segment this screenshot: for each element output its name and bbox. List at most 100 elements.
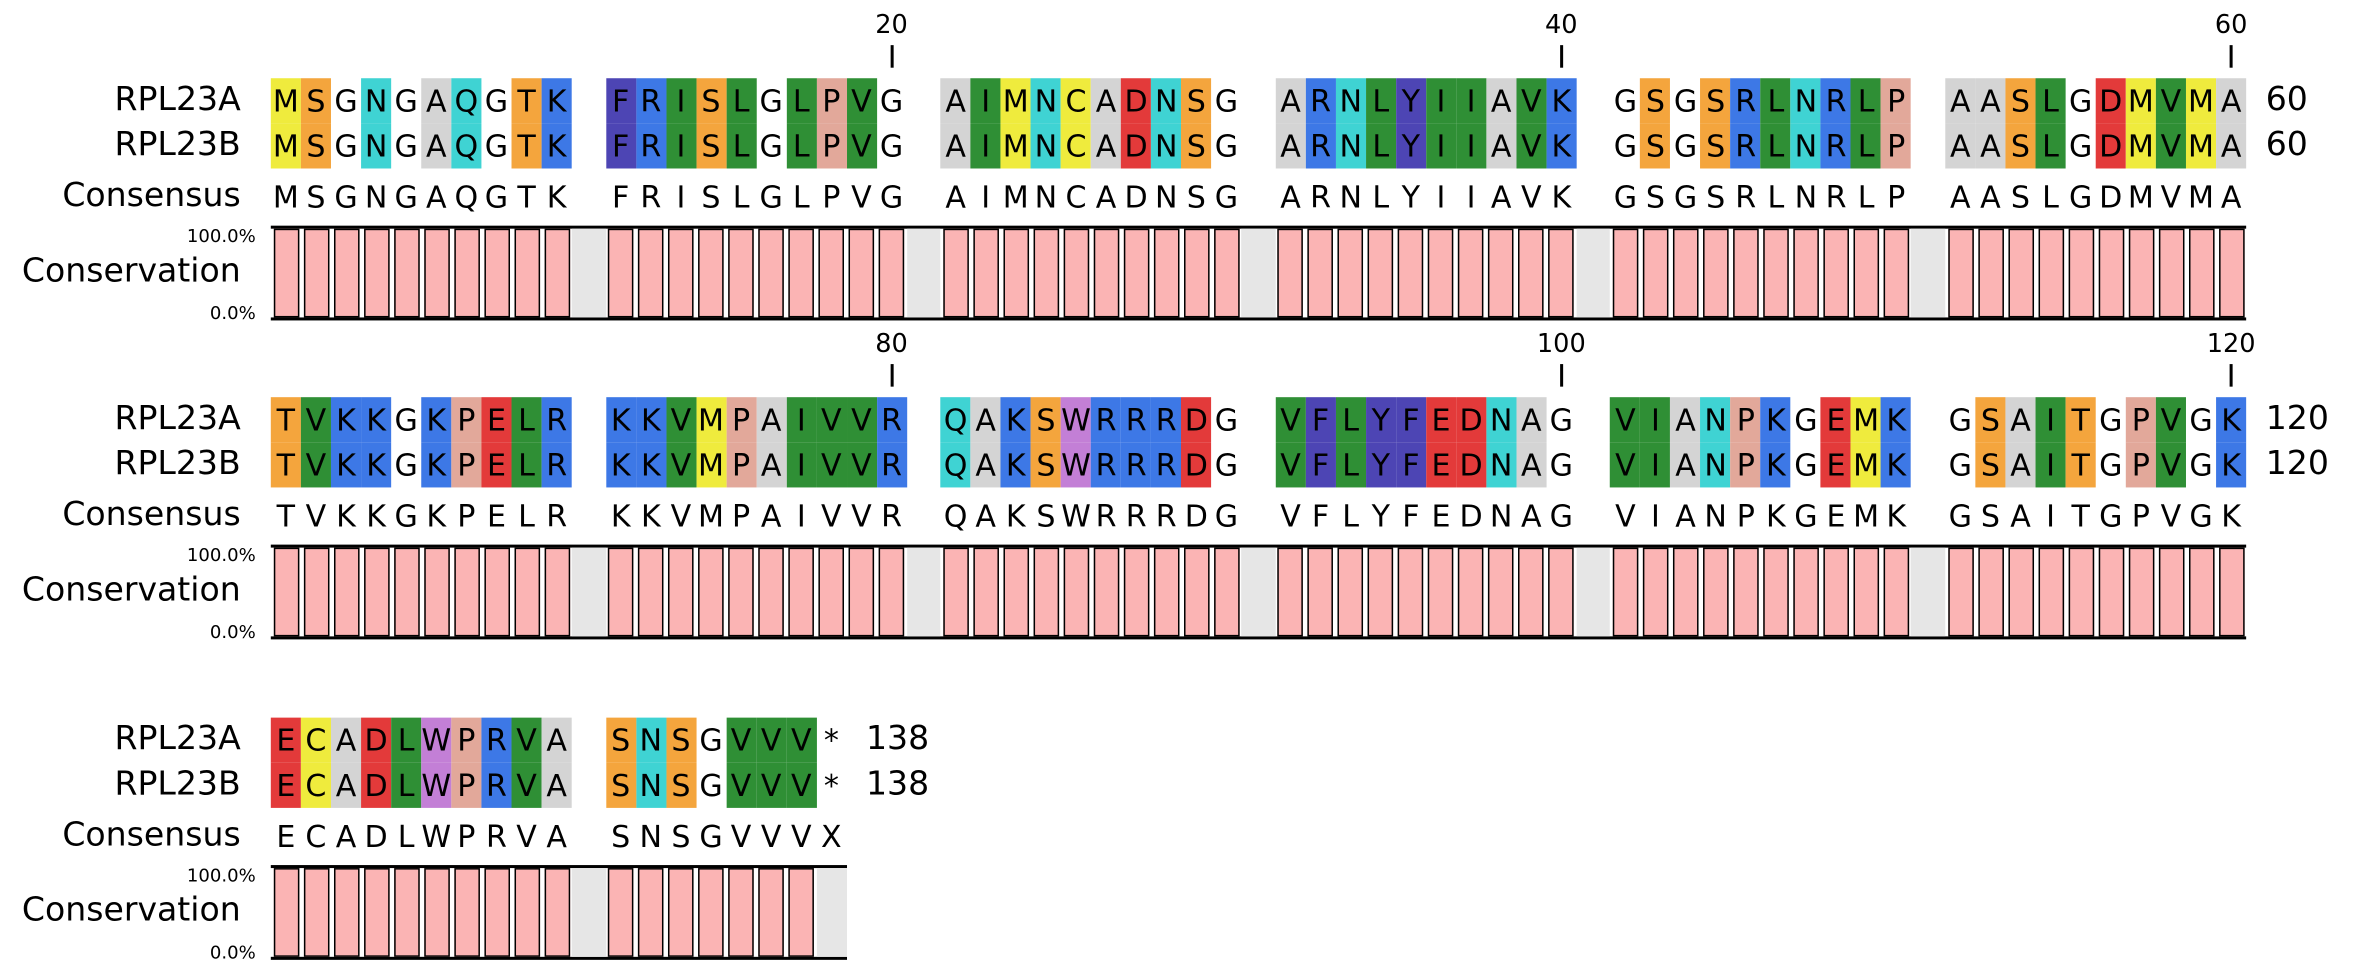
consensus-residue: V bbox=[790, 817, 812, 854]
residue-cell: S bbox=[300, 123, 331, 169]
residue-cell: F bbox=[605, 123, 636, 169]
consensus-residue: G bbox=[334, 179, 358, 216]
sequence-name-label: RPL23B bbox=[114, 765, 241, 803]
group-spacer-column bbox=[1911, 228, 1946, 318]
residue-cell: R bbox=[1121, 442, 1152, 488]
conservation-bar bbox=[1458, 548, 1484, 637]
residue-cell: G bbox=[2099, 447, 2123, 484]
conservation-bar bbox=[972, 228, 999, 318]
residue-cell: K bbox=[1000, 442, 1031, 488]
residue-cell: S bbox=[2005, 78, 2036, 124]
residue-cell: P bbox=[1730, 442, 1761, 488]
conservation-bar bbox=[333, 548, 359, 637]
residue-cell: T bbox=[270, 397, 301, 443]
consensus-residue: V bbox=[851, 179, 872, 216]
row-end-number: 120 bbox=[2265, 445, 2329, 484]
residue-cell: L bbox=[1760, 123, 1791, 169]
conservation-bar bbox=[1672, 228, 1699, 318]
conservation-bar bbox=[363, 228, 389, 318]
conservation-bar bbox=[1153, 548, 1180, 637]
residue-cell: L bbox=[391, 762, 422, 808]
residue-cell: T bbox=[511, 78, 542, 124]
consensus-residue: G bbox=[2189, 498, 2213, 535]
residue-cell: M bbox=[2185, 123, 2217, 169]
consensus-residue: S bbox=[1980, 498, 2000, 535]
conservation-bar bbox=[758, 548, 784, 637]
residue-cell: N bbox=[1030, 78, 1061, 124]
conservation-bar bbox=[1612, 548, 1639, 637]
residue-cell: V bbox=[846, 442, 877, 488]
residue-cell: L bbox=[1760, 78, 1791, 124]
consensus-residue: Q bbox=[454, 179, 479, 216]
sequence-name-label: RPL23B bbox=[114, 445, 241, 484]
consensus-residue: N bbox=[1489, 498, 1513, 535]
consensus-residue: L bbox=[792, 179, 810, 216]
residue-cell: G bbox=[2189, 447, 2213, 484]
group-spacer-column bbox=[1576, 228, 1611, 318]
residue-cell: A bbox=[756, 397, 787, 443]
consensus-residue: N bbox=[639, 817, 663, 854]
residue-cell: A bbox=[541, 762, 572, 808]
residue-cell: L bbox=[1335, 397, 1366, 443]
consensus-residue: V bbox=[1520, 179, 1542, 216]
residue-cell: N bbox=[1790, 78, 1821, 124]
conservation-bar bbox=[1123, 548, 1149, 637]
conservation-bar bbox=[1398, 228, 1424, 318]
residue-cell: R bbox=[1121, 397, 1152, 443]
residue-cell: T bbox=[2065, 442, 2096, 488]
residue-cell: L bbox=[511, 397, 542, 443]
consensus-residue: S bbox=[701, 179, 721, 216]
residue-cell: D bbox=[1456, 397, 1487, 443]
residue-cell: W bbox=[421, 717, 452, 763]
residue-cell: A bbox=[2216, 78, 2247, 124]
conservation-bar bbox=[668, 548, 694, 637]
consensus-residue: I bbox=[2046, 498, 2056, 535]
consensus-residue: G bbox=[1549, 498, 1573, 535]
conservation-bar bbox=[1883, 548, 1909, 637]
consensus-residue: A bbox=[1280, 179, 1301, 216]
consensus-residue: L bbox=[397, 817, 415, 854]
residue-cell: K bbox=[1546, 78, 1577, 124]
residue-cell: F bbox=[1395, 397, 1426, 443]
conservation-axis-min: 0.0% bbox=[209, 302, 256, 324]
residue-cell: C bbox=[300, 717, 331, 763]
residue-cell: M bbox=[1851, 442, 1882, 488]
residue-cell: M bbox=[695, 442, 727, 488]
residue-cell: G bbox=[1673, 127, 1698, 164]
conservation-axis-max: 100.0% bbox=[186, 225, 256, 247]
conservation-bar bbox=[1793, 548, 1819, 637]
residue-cell: A bbox=[1486, 78, 1517, 124]
conservation-axis-max: 100.0% bbox=[186, 864, 256, 886]
residue-cell: I bbox=[1640, 397, 1671, 443]
residue-cell: A bbox=[421, 123, 452, 169]
consensus-residue: K bbox=[1765, 498, 1786, 535]
consensus-residue: A bbox=[1520, 498, 1542, 535]
consensus-residue: A bbox=[2010, 498, 2031, 535]
residue-cell: V bbox=[2155, 78, 2186, 124]
consensus-residue: V bbox=[851, 498, 872, 535]
consensus-residue: V bbox=[305, 498, 327, 535]
residue-cell: M bbox=[2185, 78, 2217, 124]
residue-cell: S bbox=[1640, 123, 1671, 169]
residue-cell: G bbox=[1214, 127, 1239, 164]
residue-cell: R bbox=[541, 442, 572, 488]
residue-cell: K bbox=[2216, 397, 2247, 443]
consensus-residue: G bbox=[1673, 179, 1698, 216]
alignment-block: 20 40 60 RPL23A M S G N G A Q G T K F R I S L G L P V G A I M N C A D N… bbox=[0, 0, 2362, 324]
residue-cell: K bbox=[1546, 123, 1577, 169]
row-end-number: 138 bbox=[865, 720, 930, 758]
residue-cell: N bbox=[1486, 397, 1517, 443]
residue-cell: N bbox=[1151, 123, 1182, 169]
conservation-bar bbox=[1213, 548, 1240, 637]
residue-cell: V bbox=[816, 397, 847, 443]
consensus-residue: S bbox=[611, 817, 631, 854]
consensus-residue: R bbox=[1095, 498, 1117, 535]
consensus-residue: M bbox=[697, 498, 724, 535]
residue-cell: V bbox=[846, 123, 877, 169]
conservation-bar bbox=[1183, 548, 1210, 637]
residue-cell: P bbox=[726, 442, 757, 488]
residue-cell: S bbox=[1700, 123, 1731, 169]
residue-cell: N bbox=[361, 123, 392, 169]
consensus-residue: V bbox=[730, 817, 752, 854]
conservation-bar bbox=[1883, 228, 1909, 318]
